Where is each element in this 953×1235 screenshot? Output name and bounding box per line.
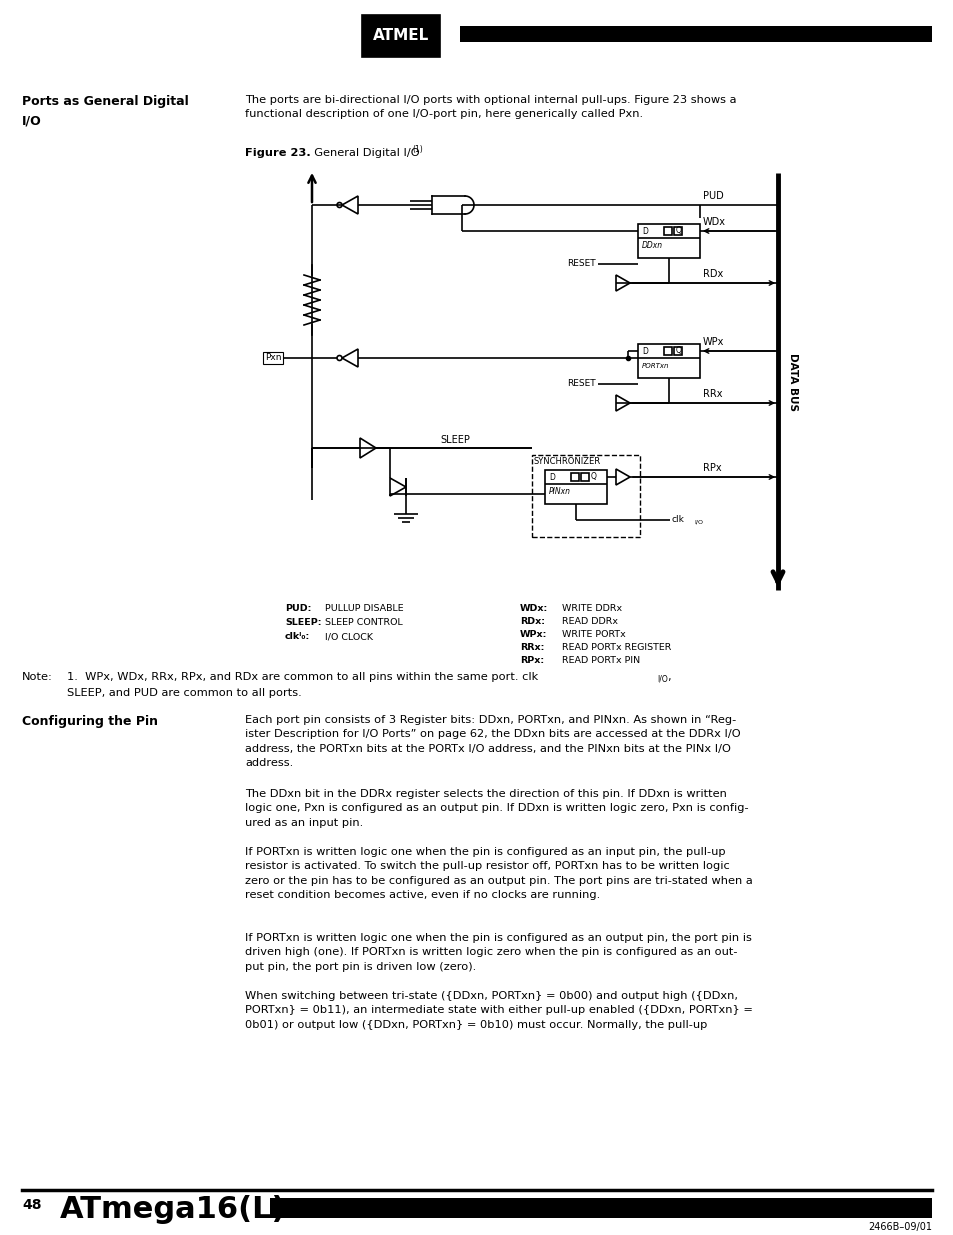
Bar [270,1198,931,1218]
Bar [580,473,588,480]
Text: Note:: Note: [22,672,52,682]
Text: PULLUP DISABLE: PULLUP DISABLE [325,604,403,613]
Text: Q: Q [590,473,597,482]
Bar [663,227,671,235]
Text: WPx: WPx [702,337,723,347]
Bar [638,224,700,258]
Text: PUD: PUD [702,191,723,201]
Text: ATmega16(L): ATmega16(L) [60,1195,286,1224]
Text: 2466B–09/01: 2466B–09/01 [867,1221,931,1233]
Text: PUD:: PUD: [285,604,311,613]
Text: When switching between tri-state ({DDxn, PORTxn} = 0b00) and output high ({DDxn,: When switching between tri-state ({DDxn,… [245,990,752,1030]
Text: D: D [641,226,647,236]
Text: Q: Q [676,347,681,356]
Text: Configuring the Pin: Configuring the Pin [22,715,158,727]
Bar [361,15,439,57]
Text: clk: clk [671,515,684,525]
Text: SYNCHRONIZER: SYNCHRONIZER [534,457,600,466]
Text: RDx: RDx [702,269,722,279]
Text: D: D [548,473,555,482]
Text: WDx: WDx [702,217,725,227]
Polygon shape [390,478,406,496]
Bar [673,227,681,235]
Bar [663,347,671,354]
Text: Ports as General Digital
I/O: Ports as General Digital I/O [22,95,189,127]
Text: I/O CLOCK: I/O CLOCK [325,632,373,641]
Text: clkᴵ₀:: clkᴵ₀: [285,632,310,641]
Text: DATA BUS: DATA BUS [787,353,797,411]
Text: RPx: RPx [702,463,720,473]
Text: If PORTxn is written logic one when the pin is configured as an output pin, the : If PORTxn is written logic one when the … [245,932,751,972]
Text: WRITE DDRx: WRITE DDRx [561,604,621,613]
Text: I/O: I/O [693,520,702,525]
Polygon shape [359,438,375,458]
Text: D: D [641,347,647,356]
Text: ,: , [666,672,670,682]
Text: Each port pin consists of 3 Register bits: DDxn, PORTxn, and PINxn. As shown in : Each port pin consists of 3 Register bit… [245,715,740,768]
Text: SLEEP CONTROL: SLEEP CONTROL [325,618,402,627]
Bar [544,471,606,504]
Text: RESET: RESET [567,259,596,268]
Text: READ PORTx REGISTER: READ PORTx REGISTER [561,643,671,652]
Polygon shape [616,395,629,411]
Text: ATMEL: ATMEL [373,28,429,43]
Text: General Digital I/O: General Digital I/O [307,148,419,158]
Polygon shape [341,196,357,214]
Text: The ports are bi-directional I/O ports with optional internal pull-ups. Figure 2: The ports are bi-directional I/O ports w… [245,95,736,120]
Text: RRx: RRx [702,389,721,399]
Polygon shape [616,469,629,485]
Text: SLEEP: SLEEP [439,435,470,445]
Text: WDx:: WDx: [519,604,548,613]
Text: SLEEP, and PUD are common to all ports.: SLEEP, and PUD are common to all ports. [67,688,301,698]
Text: The DDxn bit in the DDRx register selects the direction of this pin. If DDxn is : The DDxn bit in the DDRx register select… [245,789,748,827]
Text: PINxn: PINxn [548,488,571,496]
Bar [459,26,931,42]
Bar [571,473,578,480]
Circle shape [336,356,341,361]
Bar [638,345,700,378]
Text: WRITE PORTx: WRITE PORTx [561,630,625,638]
Text: READ PORTx PIN: READ PORTx PIN [561,656,639,664]
Text: RRx:: RRx: [519,643,544,652]
Text: WPx:: WPx: [519,630,547,638]
Text: I/O: I/O [657,676,667,684]
Bar [673,347,681,354]
Text: If PORTxn is written logic one when the pin is configured as an input pin, the p: If PORTxn is written logic one when the … [245,847,752,900]
Text: RESET: RESET [567,379,596,389]
Circle shape [336,203,341,207]
Polygon shape [616,275,629,291]
Text: READ DDRx: READ DDRx [561,618,618,626]
Polygon shape [341,350,357,367]
Text: 1.  WPx, WDx, RRx, RPx, and RDx are common to all pins within the same port. clk: 1. WPx, WDx, RRx, RPx, and RDx are commo… [67,672,537,682]
Text: Q: Q [676,226,681,236]
Bar [532,454,639,537]
Text: (1): (1) [412,144,422,154]
Text: 48: 48 [22,1198,42,1212]
Text: RPx:: RPx: [519,656,543,664]
Text: Figure 23.: Figure 23. [245,148,311,158]
Text: Pxn: Pxn [265,353,281,363]
Text: PORTxn: PORTxn [641,363,669,369]
Text: DDxn: DDxn [641,242,662,251]
Text: RDx:: RDx: [519,618,544,626]
Text: SLEEP:: SLEEP: [285,618,321,627]
